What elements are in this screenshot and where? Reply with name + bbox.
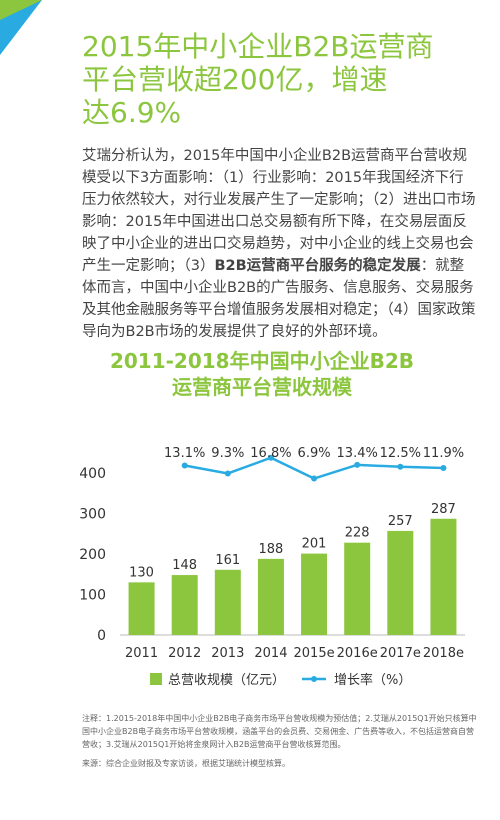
y-tick-label: 100 (80, 588, 106, 604)
analysis-paragraph: 艾瑞分析认为，2015年中国中小企业B2B运营商平台营收规模受以下3方面影响：（… (82, 145, 477, 343)
x-tick-label: 2012 (168, 646, 201, 661)
growth-rate-label: 6.9% (298, 446, 331, 461)
legend-bar-swatch (150, 673, 162, 685)
revenue-bar (257, 558, 284, 635)
chart-title: 2011-2018年中国中小企业B2B 运营商平台营收规模 (82, 348, 442, 400)
growth-rate-point (354, 461, 361, 468)
revenue-bar (301, 553, 328, 635)
legend-line-marker (311, 676, 317, 682)
revenue-bar (171, 575, 198, 635)
growth-rate-point (311, 475, 318, 482)
x-tick-label: 2014 (254, 646, 287, 661)
growth-rate-point (267, 454, 274, 461)
growth-rate-label: 11.9% (423, 446, 464, 461)
revenue-bar (214, 569, 241, 635)
growth-rate-label: 13.4% (337, 446, 378, 461)
growth-rate-label: 16.8% (250, 446, 291, 461)
revenue-bar (128, 582, 155, 635)
y-tick-label: 200 (80, 547, 106, 563)
analysis-text-part-2: ：就整体而言，中国中小企业B2B的广告服务、信息服务、交易服务及其他金融服务等平… (82, 258, 476, 340)
bar-value-label: 228 (345, 526, 370, 541)
y-tick-label: 400 (80, 466, 106, 482)
bar-value-label: 148 (172, 558, 197, 573)
growth-rate-label: 9.3% (211, 446, 244, 461)
revenue-chart: 0 100 200 300 400 130 148 161 188 201 228 257 287 201… (80, 446, 465, 688)
y-tick-label: 300 (80, 507, 106, 523)
bar-value-label: 161 (215, 553, 240, 568)
bar-value-label: 287 (431, 502, 456, 517)
x-tick-label: 2016e (337, 646, 378, 661)
revenue-bar (344, 542, 371, 635)
growth-rate-point (181, 462, 188, 469)
growth-rate-point (224, 470, 231, 477)
x-tick-label: 2011 (125, 646, 158, 661)
growth-rate-label: 13.1% (164, 446, 205, 461)
corner-green-shape (0, 0, 42, 20)
bar-value-label: 257 (388, 514, 413, 529)
corner-decoration (0, 0, 42, 55)
legend-line-label: 增长率（%） (334, 672, 411, 688)
analysis-text-part-1: 艾瑞分析认为，2015年中国中小企业B2B运营商平台营收规模受以下3方面影响：（… (82, 148, 476, 274)
chart-source: 来源：综合企业财报及专家访谈，根据艾瑞统计模型核算。 (82, 759, 290, 768)
headline-line-3: 达6.9% (82, 96, 182, 129)
page-headline: 2015年中小企业B2B运营商 平台营收超200亿，增速 达6.9% (82, 30, 482, 129)
legend-bar-label: 总营收规模（亿元） (168, 673, 285, 688)
bar-value-label: 188 (259, 542, 284, 557)
revenue-bar (430, 518, 457, 635)
growth-rate-point (440, 465, 447, 472)
growth-rate-point (397, 463, 404, 470)
chart-title-line-2: 运营商平台营收规模 (172, 375, 352, 399)
bar-value-label: 201 (302, 537, 327, 552)
revenue-bar (387, 530, 414, 635)
chart-note: 注释：1.2015-2018年中国中小企业B2B电子商务市场平台营收规模为预估值… (82, 714, 477, 749)
x-tick-label: 2015e (294, 646, 335, 661)
chart-title-line-1: 2011-2018年中国中小企业B2B (109, 349, 415, 373)
headline-line-1: 2015年中小企业B2B运营商 (82, 30, 434, 63)
x-tick-label: 2013 (211, 646, 244, 661)
analysis-text-bold: B2B运营商平台服务的稳定发展 (214, 258, 421, 274)
headline-line-2: 平台营收超200亿，增速 (82, 63, 388, 96)
y-tick-label: 0 (97, 628, 106, 644)
growth-rate-label: 12.5% (380, 446, 421, 461)
x-tick-label: 2017e (380, 646, 421, 661)
bar-value-label: 130 (129, 565, 154, 580)
x-tick-label: 2018e (423, 646, 464, 661)
